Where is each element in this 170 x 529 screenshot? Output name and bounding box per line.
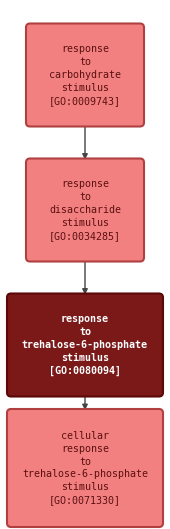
FancyBboxPatch shape [7,409,163,527]
Text: response
to
carbohydrate
stimulus
[GO:0009743]: response to carbohydrate stimulus [GO:00… [49,44,121,106]
Text: response
to
disaccharide
stimulus
[GO:0034285]: response to disaccharide stimulus [GO:00… [49,179,121,241]
FancyBboxPatch shape [26,23,144,126]
FancyBboxPatch shape [26,159,144,261]
FancyBboxPatch shape [7,294,163,397]
Text: response
to
trehalose-6-phosphate
stimulus
[GO:0080094]: response to trehalose-6-phosphate stimul… [22,314,148,376]
Text: cellular
response
to
trehalose-6-phosphate
stimulus
[GO:0071330]: cellular response to trehalose-6-phospha… [22,431,148,505]
